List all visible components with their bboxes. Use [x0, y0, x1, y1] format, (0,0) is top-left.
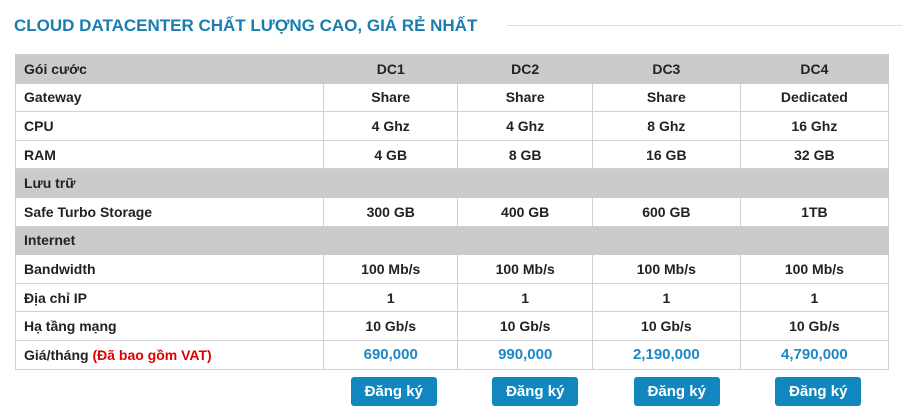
section-row: Lưu trữ — [15, 168, 889, 198]
table-cell: 10 Gb/s — [591, 311, 741, 341]
table-cell: 4 Ghz — [457, 111, 593, 141]
table-cell: 1TB — [739, 196, 890, 227]
column-header: DC4 — [739, 54, 890, 84]
row-label: Gateway — [15, 82, 324, 113]
register-button[interactable]: Đăng ký — [633, 377, 720, 406]
row-label: Bandwidth — [15, 254, 324, 284]
table-row: Bandwidth 100 Mb/s 100 Mb/s 100 Mb/s 100 Mb/… — [15, 254, 890, 284]
column-header: DC2 — [457, 54, 593, 84]
section-label: Internet — [15, 225, 889, 256]
table-cell: 10 Gb/s — [739, 311, 890, 341]
table-cell: 32 GB — [739, 139, 890, 170]
pricing-table: Gói cước DC1 DC2 DC3 DC4 Gateway Share Share Sha… — [15, 54, 890, 370]
price-row: Giá/tháng (Đã bao gồm VAT) 690,000 990,000… — [15, 339, 890, 370]
table-cell: 8 GB — [457, 139, 593, 170]
table-cell: 100 Mb/s — [739, 254, 890, 284]
page-title: CLOUD DATACENTER CHẤT LƯỢNG CAO, GIÁ RẺ … — [14, 16, 478, 35]
table-cell: 1 — [457, 282, 593, 313]
table-cell: Share — [591, 82, 741, 113]
register-button[interactable]: Đăng ký — [775, 377, 862, 406]
row-header-label: Gói cước — [15, 54, 324, 84]
table-cell: 1 — [591, 282, 741, 313]
table-cell: Dedicated — [739, 82, 890, 113]
table-row: RAM 4 GB 8 GB 16 GB 32 GB — [15, 139, 890, 170]
register-button[interactable]: Đăng ký — [492, 377, 579, 406]
table-cell: 100 Mb/s — [591, 254, 741, 284]
table-cell: 10 Gb/s — [322, 311, 459, 341]
table-cell: 600 GB — [591, 196, 741, 227]
table-cell: 16 GB — [591, 139, 741, 170]
table-cell: 8 Ghz — [591, 111, 741, 141]
table-cell: 10 Gb/s — [457, 311, 593, 341]
row-label: Hạ tầng mạng — [15, 311, 324, 341]
price-value: 990,000 — [457, 339, 593, 370]
price-label-text: Giá/tháng — [24, 346, 89, 363]
table-row: Hạ tầng mạng 10 Gb/s 10 Gb/s 10 Gb/s 10 Gb/s — [15, 311, 890, 341]
section-label: Lưu trữ — [15, 168, 889, 198]
table-cell: Share — [457, 82, 593, 113]
column-header: DC1 — [322, 54, 459, 84]
table-cell: Share — [322, 82, 459, 113]
table-cell: 1 — [739, 282, 890, 313]
price-value: 2,190,000 — [591, 339, 741, 370]
row-label: Safe Turbo Storage — [15, 196, 324, 227]
row-label: CPU — [15, 111, 324, 141]
vat-note: (Đã bao gồm VAT) — [92, 346, 212, 363]
table-cell: 300 GB — [322, 196, 459, 227]
price-value: 4,790,000 — [739, 339, 890, 370]
register-button[interactable]: Đăng ký — [350, 377, 437, 406]
table-header: Gói cước DC1 DC2 DC3 DC4 — [15, 54, 890, 84]
row-label: RAM — [15, 139, 324, 170]
column-header: DC3 — [591, 54, 741, 84]
title-divider — [507, 25, 902, 26]
table-row: Địa chỉ IP 1 1 1 1 — [15, 282, 890, 313]
table-cell: 400 GB — [457, 196, 593, 227]
table-cell: 100 Mb/s — [457, 254, 593, 284]
table-cell: 100 Mb/s — [322, 254, 459, 284]
register-buttons: Đăng ký Đăng ký Đăng ký Đăng ký — [323, 377, 889, 406]
table-row: Safe Turbo Storage 300 GB 400 GB 600 GB 1TB — [15, 196, 890, 227]
price-label: Giá/tháng (Đã bao gồm VAT) — [15, 339, 324, 370]
table-cell: 16 Ghz — [739, 111, 890, 141]
table-row: CPU 4 Ghz 4 Ghz 8 Ghz 16 Ghz — [15, 111, 890, 141]
table-row: Gateway Share Share Share Dedicated — [15, 82, 890, 113]
table-cell: 1 — [322, 282, 459, 313]
price-value: 690,000 — [322, 339, 459, 370]
row-label: Địa chỉ IP — [15, 282, 324, 313]
table-cell: 4 Ghz — [322, 111, 459, 141]
section-row: Internet — [15, 225, 889, 256]
table-cell: 4 GB — [322, 139, 459, 170]
